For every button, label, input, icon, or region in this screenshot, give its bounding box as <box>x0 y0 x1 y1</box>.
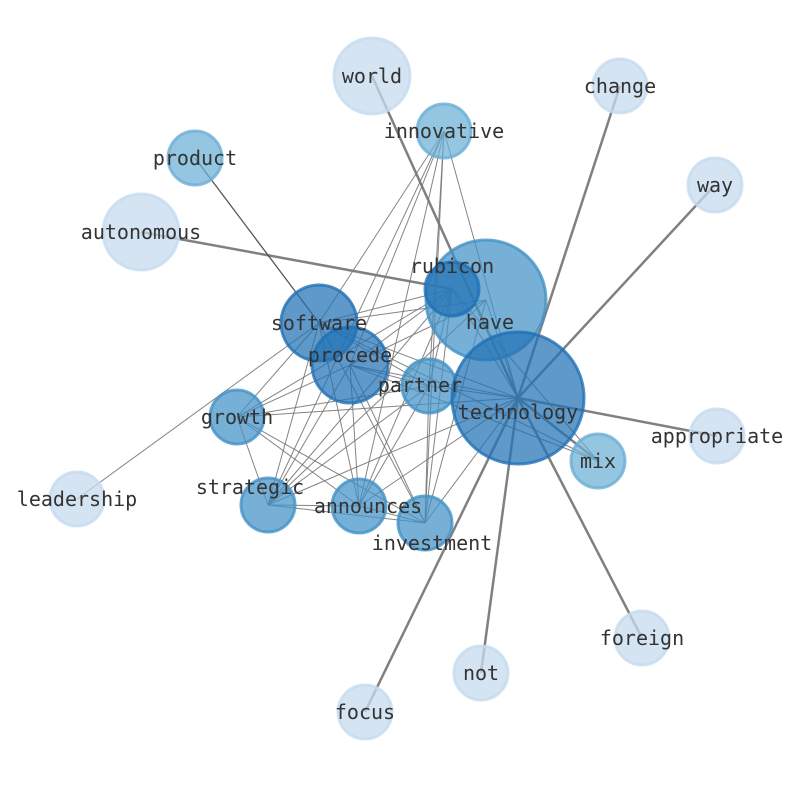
node-label-change: change <box>584 74 656 98</box>
node-growth[interactable] <box>208 388 266 446</box>
node-investment[interactable] <box>396 494 454 552</box>
edge-autonomous-rubicon <box>140 230 453 291</box>
node-change[interactable] <box>591 57 649 115</box>
edge-partner-growth <box>236 385 430 418</box>
node-label-strategic: strategic <box>196 475 304 499</box>
node-technology[interactable] <box>450 330 586 466</box>
node-rubicon[interactable] <box>423 260 481 318</box>
node-procede[interactable] <box>310 325 390 405</box>
nodes-layer <box>48 36 746 741</box>
node-label-announces: announces <box>314 494 422 518</box>
node-foreign[interactable] <box>613 609 671 667</box>
node-world[interactable] <box>332 36 412 116</box>
node-not[interactable] <box>452 644 510 702</box>
node-label-foreign: foreign <box>600 626 684 650</box>
node-label-autonomous: autonomous <box>81 220 201 244</box>
node-strategic[interactable] <box>239 476 297 534</box>
node-focus[interactable] <box>336 683 394 741</box>
node-product[interactable] <box>166 129 224 187</box>
node-autonomous[interactable] <box>101 192 181 272</box>
edge-innovative-partner <box>428 130 445 387</box>
edge-leadership-software <box>76 322 320 500</box>
node-leadership[interactable] <box>48 470 106 528</box>
node-label-world: world <box>342 64 402 88</box>
node-label-technology: technology <box>458 400 578 424</box>
node-label-software: software <box>271 311 367 335</box>
node-label-focus: focus <box>335 700 395 724</box>
node-label-growth: growth <box>201 405 273 429</box>
node-label-investment: investment <box>372 531 492 555</box>
node-label-mix: mix <box>580 449 616 473</box>
node-mix[interactable] <box>569 432 627 490</box>
node-label-procede: procede <box>308 343 392 367</box>
node-label-have: have <box>466 310 514 334</box>
node-label-way: way <box>697 173 733 197</box>
node-label-product: product <box>153 146 237 170</box>
node-label-innovative: innovative <box>384 119 504 143</box>
node-announces[interactable] <box>330 477 388 535</box>
node-way[interactable] <box>686 156 744 214</box>
node-label-leadership: leadership <box>17 487 137 511</box>
node-label-appropriate: appropriate <box>651 424 783 448</box>
labels-layer: world change innovative product way autonomou… <box>17 64 783 724</box>
node-appropriate[interactable] <box>688 407 746 465</box>
node-label-rubicon: rubicon <box>410 254 494 278</box>
node-label-not: not <box>463 661 499 685</box>
edge-growth-investment <box>236 416 426 524</box>
node-innovative[interactable] <box>415 102 473 160</box>
node-label-partner: partner <box>378 373 462 397</box>
edge-innovative-procede <box>349 130 445 366</box>
